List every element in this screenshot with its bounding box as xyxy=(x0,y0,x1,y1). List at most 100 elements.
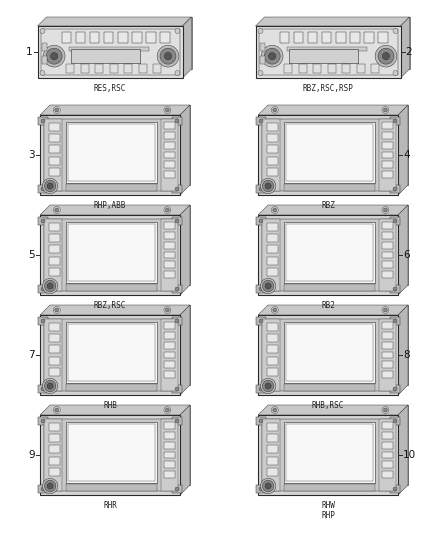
Bar xyxy=(49,357,60,365)
Circle shape xyxy=(164,206,171,214)
Bar xyxy=(382,252,392,259)
Bar xyxy=(40,415,180,495)
Bar xyxy=(336,32,346,43)
Polygon shape xyxy=(265,17,410,69)
Bar xyxy=(259,43,265,51)
Circle shape xyxy=(382,407,389,414)
Circle shape xyxy=(45,280,56,292)
Circle shape xyxy=(55,208,59,212)
Bar xyxy=(382,222,392,229)
Circle shape xyxy=(45,381,56,392)
Bar xyxy=(267,268,278,276)
Circle shape xyxy=(40,70,45,76)
Bar xyxy=(164,261,174,268)
Bar xyxy=(38,285,48,293)
Bar xyxy=(164,352,174,358)
Bar xyxy=(267,457,278,465)
Bar xyxy=(262,419,394,491)
Bar xyxy=(382,123,392,130)
Bar xyxy=(164,332,174,339)
Polygon shape xyxy=(268,305,408,385)
Bar xyxy=(382,471,392,478)
Bar xyxy=(267,146,278,154)
Bar xyxy=(267,123,278,131)
Bar xyxy=(267,234,278,242)
Bar xyxy=(49,223,60,231)
Polygon shape xyxy=(258,105,408,115)
Bar xyxy=(118,32,127,43)
Bar xyxy=(284,222,374,283)
Circle shape xyxy=(41,187,45,191)
Circle shape xyxy=(164,107,171,114)
Bar xyxy=(68,124,155,181)
Circle shape xyxy=(382,306,389,313)
Polygon shape xyxy=(258,305,408,315)
Circle shape xyxy=(259,219,263,223)
Circle shape xyxy=(164,407,171,414)
Bar xyxy=(68,424,155,481)
Bar xyxy=(267,368,278,376)
Bar xyxy=(284,184,374,191)
Circle shape xyxy=(175,70,180,76)
Bar xyxy=(378,219,396,291)
Bar xyxy=(38,117,48,125)
Circle shape xyxy=(262,280,274,292)
Bar xyxy=(382,232,392,239)
Text: 7: 7 xyxy=(28,350,35,360)
Bar xyxy=(49,168,60,176)
Bar xyxy=(38,417,48,425)
Circle shape xyxy=(45,180,56,192)
Bar xyxy=(286,324,372,381)
Bar xyxy=(267,245,278,253)
Bar xyxy=(71,49,141,63)
Bar xyxy=(66,64,74,73)
Bar xyxy=(164,442,174,449)
Bar xyxy=(382,332,392,339)
Bar xyxy=(172,317,182,325)
Circle shape xyxy=(393,287,397,291)
Circle shape xyxy=(262,480,274,491)
Circle shape xyxy=(261,278,276,294)
Text: 10: 10 xyxy=(403,450,416,460)
Bar xyxy=(256,485,266,493)
Circle shape xyxy=(160,48,176,64)
Circle shape xyxy=(166,308,170,312)
Circle shape xyxy=(261,378,276,394)
Bar xyxy=(49,368,60,376)
Circle shape xyxy=(271,306,278,313)
Bar xyxy=(164,361,174,368)
Circle shape xyxy=(53,107,60,114)
Bar xyxy=(342,64,350,73)
Polygon shape xyxy=(50,405,190,485)
Circle shape xyxy=(393,70,398,76)
Bar xyxy=(382,171,392,178)
Text: RHP,ABB: RHP,ABB xyxy=(94,201,126,210)
Polygon shape xyxy=(183,17,191,78)
Bar xyxy=(90,32,99,43)
Bar xyxy=(164,132,174,139)
Bar xyxy=(262,119,394,191)
Bar xyxy=(267,168,278,176)
Circle shape xyxy=(53,407,60,414)
Bar xyxy=(382,132,392,139)
Circle shape xyxy=(264,48,280,64)
Circle shape xyxy=(47,283,53,289)
Bar xyxy=(164,242,174,249)
Bar xyxy=(289,49,358,63)
Circle shape xyxy=(175,119,179,123)
Bar xyxy=(284,122,374,183)
Bar xyxy=(160,419,178,491)
Bar xyxy=(49,146,60,154)
Bar xyxy=(95,64,103,73)
Circle shape xyxy=(42,378,58,394)
Bar xyxy=(284,322,374,383)
Circle shape xyxy=(166,108,170,112)
Bar xyxy=(132,32,141,43)
Bar xyxy=(40,29,180,75)
Circle shape xyxy=(53,206,60,214)
Bar xyxy=(382,271,392,278)
Circle shape xyxy=(259,119,263,123)
Circle shape xyxy=(393,28,398,34)
Bar xyxy=(49,345,60,353)
Circle shape xyxy=(175,219,179,223)
